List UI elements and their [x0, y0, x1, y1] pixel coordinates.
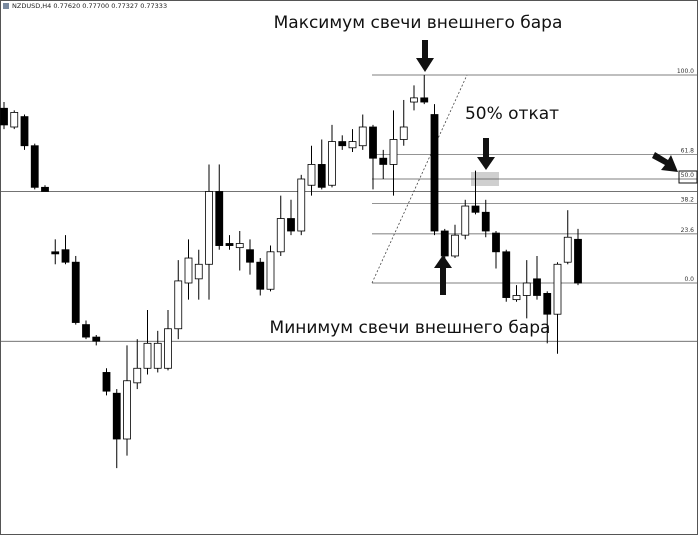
candle-body — [440, 230, 449, 257]
arrows — [416, 40, 678, 295]
candle-body — [256, 261, 265, 290]
candle-body — [533, 278, 541, 296]
candle-body — [92, 336, 101, 342]
candle-body — [492, 232, 500, 253]
candle-body — [307, 164, 316, 186]
candle-body — [502, 251, 511, 298]
candle-body — [133, 367, 142, 384]
candle-body — [10, 112, 19, 128]
candle-body — [471, 205, 480, 213]
arrow — [434, 255, 452, 295]
candle-body — [225, 243, 234, 246]
arrow — [477, 138, 495, 170]
candle-body — [451, 234, 459, 257]
arrow — [652, 152, 678, 172]
candle-body — [563, 236, 572, 263]
candle-body — [420, 97, 429, 103]
symbol-icon — [3, 3, 9, 9]
candle-body — [410, 97, 418, 103]
label-box — [678, 170, 698, 184]
candle-body — [348, 141, 357, 149]
candle-body — [205, 191, 213, 265]
candle-body — [194, 263, 203, 280]
arrow — [416, 40, 434, 72]
candle-body — [0, 107, 8, 126]
header: NZDUSD,H4 0.77620 0.77700 0.77327 0.7733… — [12, 2, 167, 10]
candle-body — [246, 249, 254, 263]
annotation: Максимум свечи внешнего бара — [274, 13, 563, 33]
candle-body — [235, 243, 244, 249]
candle-body — [543, 292, 552, 315]
fib-label: 100.0 — [677, 68, 694, 75]
candle-body — [553, 263, 562, 315]
candle-body — [61, 249, 70, 263]
candle-body — [71, 261, 80, 323]
fib-label: 50.0 — [681, 172, 695, 179]
fib-label: 23.6 — [681, 227, 695, 234]
fib-label: 61.8 — [681, 147, 695, 154]
fib-label: 38.2 — [681, 197, 695, 204]
candle-body — [143, 342, 152, 369]
candle-body — [317, 164, 326, 188]
candle-body — [123, 380, 131, 440]
candle-body — [574, 238, 582, 284]
candle-body — [164, 328, 172, 369]
candle-body — [174, 280, 183, 330]
candle-body — [512, 295, 521, 301]
candle-body — [379, 157, 388, 165]
candle-body — [266, 251, 275, 290]
fib-label: 0.0 — [684, 276, 694, 283]
candle-body — [82, 324, 90, 338]
candle-body — [30, 145, 39, 188]
candle-body — [287, 218, 295, 232]
candle-body — [522, 282, 531, 296]
candle-body — [184, 257, 193, 284]
candle-body — [461, 205, 470, 236]
candle-body — [297, 178, 306, 232]
candle-body — [481, 211, 490, 232]
annotation: Минимум свечи внешнего бара — [270, 318, 551, 338]
annotation: 50% откат — [465, 104, 559, 124]
candle-body — [112, 392, 121, 440]
candle-body — [276, 218, 285, 253]
candle-body — [153, 342, 162, 369]
candle-body — [102, 372, 111, 392]
candle-body — [328, 141, 336, 186]
candle-body — [41, 186, 49, 192]
candle-body — [215, 191, 224, 246]
candle-body — [20, 116, 29, 147]
candle-body — [358, 126, 367, 147]
candle-body — [389, 139, 398, 165]
candle-body — [430, 114, 439, 232]
candle-body — [369, 126, 377, 159]
candle-body — [338, 141, 347, 147]
candle-body — [51, 251, 60, 255]
candle-body — [399, 126, 408, 140]
